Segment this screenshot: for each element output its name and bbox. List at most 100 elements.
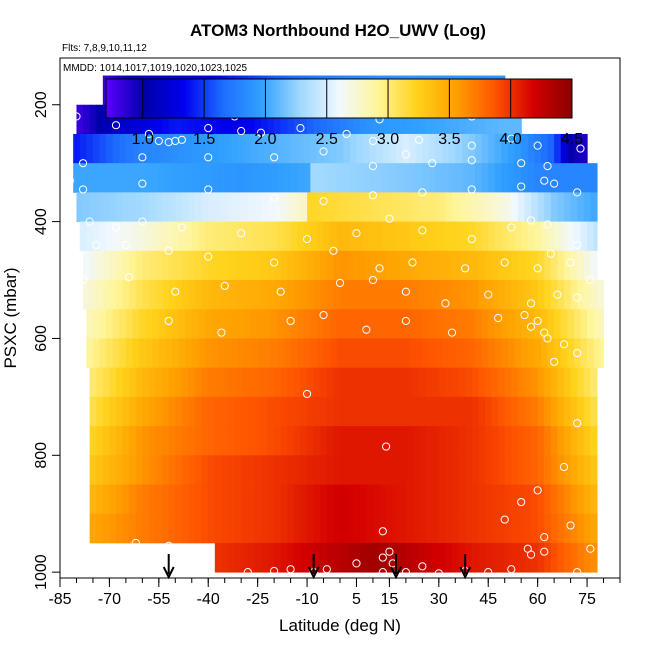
heatmap-cell <box>425 192 433 222</box>
heatmap-cell <box>247 280 255 310</box>
heatmap-cell <box>488 221 496 252</box>
heatmap-cell <box>119 163 127 193</box>
heatmap-cell <box>135 396 143 427</box>
heatmap-cell <box>175 250 183 281</box>
heatmap-cell <box>504 280 512 310</box>
heatmap-cell <box>307 280 315 310</box>
observation-point <box>154 136 163 146</box>
heatmap-cell <box>412 426 420 456</box>
heatmap-cell <box>274 484 282 515</box>
heatmap-cell <box>376 163 384 193</box>
heatmap-cell <box>122 484 130 515</box>
heatmap-cell <box>458 396 466 427</box>
heatmap-cell <box>428 338 437 369</box>
heatmap-cell <box>175 484 183 515</box>
heatmap-cell <box>274 513 282 544</box>
heatmap-cell <box>204 309 213 339</box>
heatmap-cell <box>277 309 285 339</box>
heatmap-cell <box>307 367 315 398</box>
heatmap-cell <box>346 192 354 222</box>
heatmap-cell <box>129 367 137 398</box>
heatmap-cell <box>244 133 252 164</box>
colorbar-tick-label: 4.5 <box>561 131 583 148</box>
heatmap-cell <box>195 367 203 398</box>
heatmap-cell <box>155 426 163 456</box>
heatmap-cell <box>293 542 302 573</box>
heatmap-cell <box>148 367 157 398</box>
heatmap-cell <box>142 513 150 544</box>
x-tick-label: 15 <box>381 591 399 608</box>
heatmap-cell <box>564 367 572 398</box>
heatmap-cell <box>475 309 483 339</box>
x-tick-label: -55 <box>147 591 170 608</box>
heatmap-cell <box>491 542 499 573</box>
heatmap-cell <box>521 338 529 369</box>
heatmap-cell <box>356 338 364 369</box>
heatmap-cell <box>188 484 196 515</box>
heatmap-cell <box>274 250 282 281</box>
heatmap-cell <box>284 338 292 369</box>
heatmap-cell <box>544 426 552 456</box>
heatmap-cell <box>231 338 239 369</box>
heatmap-cell <box>260 367 269 398</box>
heatmap-cell <box>300 280 308 310</box>
heatmap-cell <box>237 338 246 369</box>
heatmap-cell <box>544 396 552 427</box>
heatmap-cell <box>498 250 506 281</box>
observation-point <box>401 568 410 577</box>
heatmap-cell <box>405 484 414 515</box>
heatmap-cell <box>389 163 397 193</box>
heatmap-cell <box>326 367 335 398</box>
heatmap-cell <box>254 455 262 485</box>
heatmap-cell <box>544 192 552 222</box>
heatmap-cell <box>389 338 397 369</box>
heatmap-cell <box>346 104 354 135</box>
heatmap-cell <box>405 280 414 310</box>
heatmap-cell <box>557 250 565 281</box>
heatmap-cell <box>564 542 572 573</box>
heatmap-cell <box>307 192 315 222</box>
heatmap-cell <box>116 367 124 398</box>
heatmap-cell <box>590 192 598 222</box>
heatmap-cell <box>570 250 578 281</box>
heatmap-cell <box>323 338 331 369</box>
observation-point <box>507 134 516 143</box>
heatmap-cell <box>353 104 361 135</box>
heatmap-cell <box>392 455 400 485</box>
heatmap-cell <box>471 104 479 135</box>
heatmap-cell <box>372 426 381 456</box>
heatmap-cell <box>343 163 351 193</box>
heatmap-cell <box>412 396 420 427</box>
heatmap-cell <box>363 133 371 164</box>
observation-point <box>302 389 312 399</box>
heatmap-cell <box>181 455 190 485</box>
heatmap-cell <box>484 426 493 456</box>
heatmap-cell <box>419 192 427 222</box>
heatmap-cell <box>461 163 470 193</box>
heatmap-cell <box>465 513 473 544</box>
heatmap-cell <box>396 163 404 193</box>
heatmap-cell <box>181 192 190 222</box>
heatmap-cell <box>369 309 377 339</box>
heatmap-cell <box>478 280 486 310</box>
heatmap-cell <box>175 192 183 222</box>
heatmap-cell <box>353 542 361 573</box>
heatmap-cell <box>274 192 282 222</box>
observation-point <box>220 281 229 290</box>
heatmap-cell <box>366 396 374 427</box>
heatmap-cell <box>116 250 124 281</box>
observation-point <box>342 129 351 139</box>
heatmap-cell <box>86 338 94 369</box>
heatmap-cell <box>129 280 137 310</box>
heatmap-cell <box>102 104 111 135</box>
heatmap-cell <box>204 163 213 193</box>
heatmap-cell <box>432 250 440 281</box>
heatmap-cell <box>570 484 578 515</box>
observation-point <box>434 569 443 578</box>
heatmap-cell <box>116 192 124 222</box>
heatmap-cell <box>175 367 183 398</box>
heatmap-cell <box>168 484 176 515</box>
heatmap-cell <box>419 542 427 573</box>
heatmap-cell <box>300 250 308 281</box>
heatmap-cell <box>135 367 143 398</box>
